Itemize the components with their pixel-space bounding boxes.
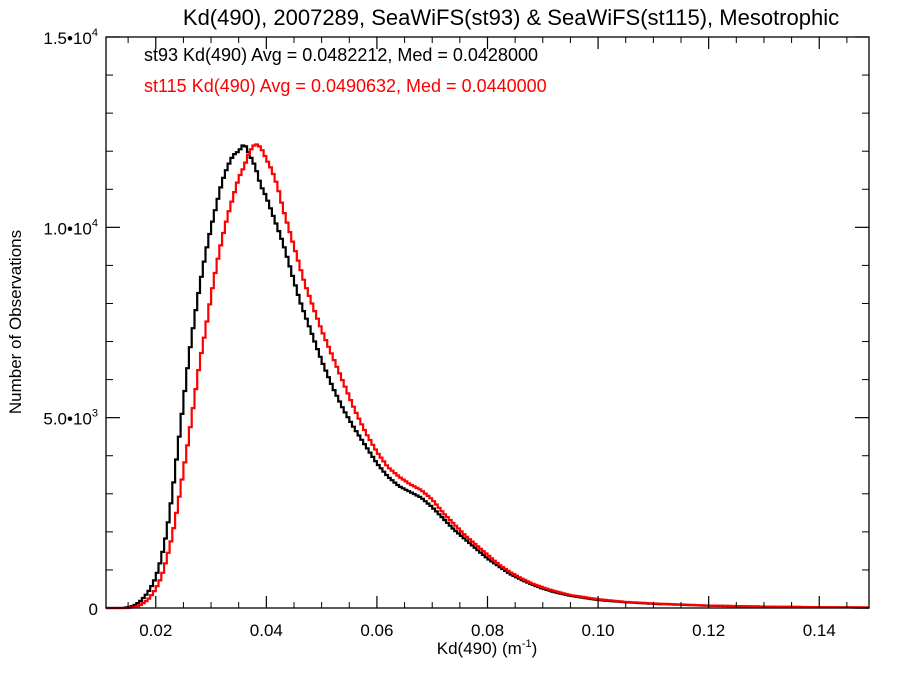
y-axis-label: Number of Observations — [6, 230, 25, 414]
y-tick-label: 5.0•103 — [43, 408, 98, 429]
x-axis-label: Kd(490) (m-1) — [437, 638, 537, 658]
x-tick-label: 0.08 — [471, 621, 504, 640]
plot-frame — [105, 36, 870, 609]
x-tick-label: 0.14 — [803, 621, 836, 640]
tick-layer: 0.02 0.04 0.06 0.08 0.10 0.12 0.14 0 5.0•103 1.0•… — [43, 27, 869, 640]
x-tick-label: 0.06 — [360, 621, 393, 640]
x-tick-label: 0.10 — [582, 621, 615, 640]
x-tick-label: 0.02 — [139, 621, 172, 640]
y-tick-label: 1.0•104 — [43, 217, 98, 238]
annotation-st93-stats: st93 Kd(490) Avg = 0.0482212, Med = 0.04… — [144, 45, 538, 65]
chart-title: Kd(490), 2007289, SeaWiFS(st93) & SeaWiF… — [183, 5, 839, 30]
series-st115-line — [106, 143, 869, 610]
x-axis-label-main: Kd(490) (m — [437, 639, 522, 658]
series-st93-line — [106, 144, 869, 610]
y-tick-label: 0 — [89, 600, 98, 619]
x-axis-label-exponent: -1 — [522, 638, 532, 650]
series-layer — [106, 143, 869, 610]
x-axis-label-end: ) — [532, 639, 538, 658]
x-tick-label: 0.12 — [692, 621, 725, 640]
annotation-st115-stats: st115 Kd(490) Avg = 0.0490632, Med = 0.0… — [144, 76, 547, 96]
y-tick-label: 1.5•104 — [43, 27, 98, 48]
x-tick-label: 0.04 — [250, 621, 283, 640]
